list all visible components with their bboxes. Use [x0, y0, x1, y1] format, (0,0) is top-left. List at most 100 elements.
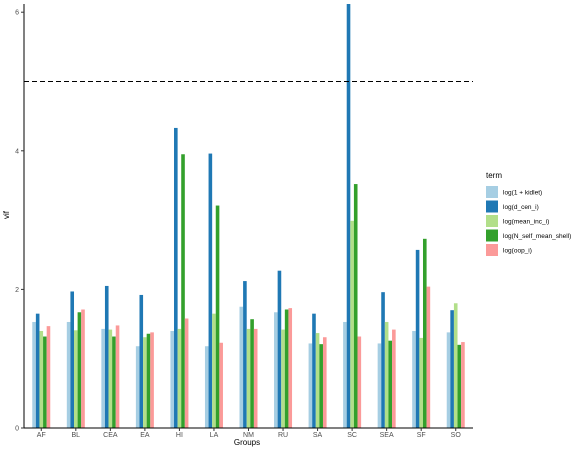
bar-hi-series-2 [174, 127, 178, 429]
bar-sf-series-4 [422, 238, 427, 428]
bar-sf-series-3 [419, 337, 423, 428]
bar-nm-series-1 [239, 306, 244, 428]
legend-label: log(N_self_mean_shell) [503, 233, 571, 240]
bar-la-series-3 [212, 313, 216, 428]
bar-group-sc [343, 4, 362, 428]
x-tick-label: NM [243, 432, 254, 439]
bar-sf-series-2 [415, 249, 420, 428]
legend-label: log(d_cen_i) [503, 204, 539, 211]
y-tick-label: 6 [15, 10, 19, 17]
legend-title: term [486, 171, 502, 180]
x-tick-label: HI [176, 432, 183, 439]
bar-sf-series-1 [412, 330, 416, 428]
bar-ru-series-2 [277, 270, 282, 428]
bar-bl-series-5 [81, 309, 85, 428]
x-tick-label: SO [451, 432, 462, 439]
bar-cea-series-2 [104, 285, 109, 428]
y-axis-title: vif [2, 210, 11, 219]
bar-ru-series-3 [281, 329, 285, 428]
bar-nm-series-5 [253, 328, 258, 428]
bar-ru-series-4 [284, 309, 289, 428]
bar-cea-series-1 [101, 328, 105, 428]
bar-group-so [446, 303, 465, 428]
bar-group-ea [135, 294, 154, 428]
bar-hi-series-5 [184, 318, 189, 428]
legend-item: log(d_cen_i) [486, 200, 539, 213]
bar-group-sa [308, 313, 327, 428]
legend: term log(1 + kidlet) log(d_cen_i) log(mean… [486, 171, 571, 256]
bar-group-nm [239, 281, 258, 428]
x-tick-label: CEA [103, 432, 118, 439]
y-tick-label: 4 [15, 148, 19, 155]
bar-af-series-5 [46, 326, 51, 428]
bar-so-series-3 [453, 303, 458, 428]
bar-ea-series-4 [146, 333, 151, 428]
x-tick-label: BL [72, 432, 81, 439]
legend-item: log(mean_inc_i) [486, 215, 549, 227]
bar-sea-series-2 [381, 292, 385, 428]
bar-af-series-2 [35, 313, 40, 428]
bar-group-bl [66, 291, 85, 428]
bar-bl-series-4 [77, 312, 82, 428]
legend-swatch [486, 244, 498, 256]
bar-sf-series-5 [426, 286, 431, 428]
bar-nm-series-2 [243, 281, 247, 428]
bar-af-series-1 [32, 321, 36, 428]
bar-sea-series-5 [392, 329, 396, 428]
bar-group-la [204, 153, 223, 428]
bar-sc-series-1 [343, 321, 347, 428]
bar-cea-series-5 [115, 325, 120, 428]
legend-item: log(N_self_mean_shell) [486, 229, 571, 242]
bar-ea-series-1 [135, 346, 140, 428]
bar-sea-series-3 [384, 321, 389, 428]
x-tick-label: AF [37, 432, 46, 439]
bar-cea-series-3 [108, 329, 113, 428]
x-axis-title: Groups [234, 438, 260, 447]
bar-sc-series-5 [357, 336, 362, 428]
plot-area [24, 4, 473, 429]
bar-sa-series-5 [322, 337, 327, 428]
bar-bl-series-1 [66, 321, 71, 428]
bar-group-cea [101, 285, 120, 428]
legend-swatch [486, 186, 498, 198]
bar-af-series-3 [39, 330, 44, 428]
bar-sea-series-1 [377, 343, 382, 428]
x-tick-label: EA [140, 432, 150, 439]
y-tick-label: 2 [15, 287, 19, 294]
bar-hi-series-1 [170, 330, 175, 428]
bar-ea-series-3 [143, 337, 147, 428]
bar-nm-series-3 [246, 328, 251, 428]
bar-ea-series-5 [150, 332, 154, 428]
x-tick-label: SF [417, 432, 426, 439]
y-tick-label: 0 [15, 426, 19, 433]
legend-swatch [486, 200, 498, 213]
bar-bl-series-3 [74, 330, 78, 428]
bar-bl-series-2 [70, 291, 75, 428]
bar-sa-series-2 [312, 313, 316, 428]
bar-sa-series-3 [315, 333, 320, 428]
bar-hi-series-4 [181, 154, 185, 428]
bar-cea-series-4 [112, 336, 116, 428]
bar-group-hi [170, 127, 189, 429]
bar-so-series-2 [450, 310, 454, 428]
bar-group-af [32, 313, 51, 428]
bar-sa-series-4 [319, 344, 323, 428]
bar-la-series-2 [208, 153, 213, 428]
axes: 0 2 4 6 AF BL CEA EA HI LA NM RU SA SC SEA SF SO [15, 4, 473, 439]
bar-hi-series-3 [177, 328, 182, 428]
bar-la-series-1 [204, 346, 209, 428]
legend-swatch [486, 215, 498, 227]
bar-group-ru [274, 270, 293, 428]
legend-label: log(1 + kidlet) [503, 190, 542, 197]
bar-sa-series-1 [308, 343, 313, 428]
bar-group-sea [377, 292, 396, 428]
bar-ea-series-2 [139, 294, 144, 428]
legend-swatch [486, 229, 498, 242]
bar-so-series-1 [446, 332, 451, 428]
legend-item: log(1 + kidlet) [486, 186, 542, 198]
bar-sc-series-3 [350, 220, 354, 428]
bar-sc-series-2 [346, 4, 351, 428]
bar-nm-series-4 [250, 319, 254, 428]
